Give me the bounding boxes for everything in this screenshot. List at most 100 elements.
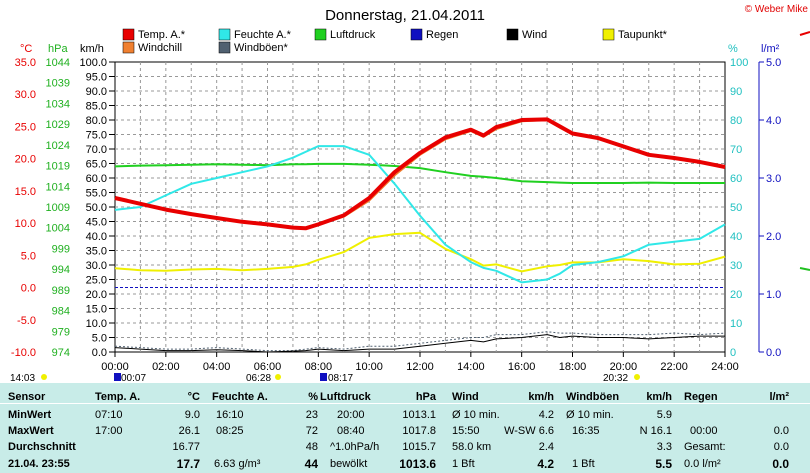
row-current-gust-val: 5.5 [655, 457, 672, 471]
row-min-temp-time: 07:10 [95, 409, 123, 421]
series-line-feuchte-a [114, 145, 726, 284]
right-edge-red-mark [799, 31, 810, 36]
row-min-temp-val: 9.0 [184, 409, 200, 421]
humidity-tick-label: 10 [730, 318, 742, 330]
chart-title: Donnerstag, 21.04.2011 [325, 7, 485, 24]
wind-tick-label: 60.0 [86, 173, 107, 185]
header-wind: Wind [452, 391, 479, 403]
temp-tick-label: 5.0 [21, 250, 36, 262]
pressure-unit-label: hPa [48, 43, 68, 55]
temp-tick-label: 0.0 [21, 283, 36, 295]
time-tick-label: 04:00 [203, 361, 231, 373]
wind-tick-label: 95.0 [86, 72, 107, 84]
row-min-gust-time: Ø 10 min. [566, 409, 614, 421]
row-current-gust-time: 1 Bft [572, 458, 595, 470]
header-pressure-unit: hPa [415, 391, 436, 403]
temp-tick-label: 30.0 [15, 89, 36, 101]
row-min-press-time: 20:00 [337, 409, 365, 421]
row-avg-rain-val: 0.0 [773, 441, 789, 453]
pressure-tick-label: 1024 [46, 140, 70, 152]
row-avg-press-val: 1015.7 [402, 441, 436, 453]
rain-tick-label: 4.0 [766, 115, 781, 127]
wind-tick-label: 35.0 [86, 246, 107, 258]
data-series [114, 117, 726, 353]
temp-unit-label: °C [20, 43, 32, 55]
wind-tick-label: 5.0 [92, 333, 107, 345]
row-avg-temp-val: 16.77 [172, 441, 200, 453]
pressure-tick-label: 1029 [46, 119, 70, 131]
time-tick-label: 10:00 [355, 361, 383, 373]
humidity-tick-label: 80 [730, 115, 742, 127]
rain-tick-label: 3.0 [766, 173, 781, 185]
legend-label: Taupunkt* [618, 29, 668, 41]
grid [115, 62, 725, 352]
wind-tick-label: 30.0 [86, 260, 107, 272]
wind-tick-label: 0.0 [92, 347, 107, 359]
time-tick-label: 00:00 [101, 361, 129, 373]
header-temp: Temp. A. [95, 391, 141, 403]
header-humidity-unit: % [308, 391, 318, 403]
wind-tick-label: 25.0 [86, 275, 107, 287]
row-current-press-time: bewölkt [330, 458, 368, 470]
wind-tick-label: 15.0 [86, 304, 107, 316]
pressure-tick-label: 1019 [46, 161, 70, 173]
row-max-rain-time: 00:00 [690, 425, 718, 437]
pressure-tick-label: 1044 [46, 57, 70, 69]
wind-tick-label: 45.0 [86, 217, 107, 229]
legend-swatch [602, 28, 615, 41]
header-wind-unit: km/h [528, 391, 554, 403]
temp-tick-label: -10.0 [11, 347, 36, 359]
wind-tick-label: 70.0 [86, 144, 107, 156]
rain-tick-label: 2.0 [766, 231, 781, 243]
series-line-taupunkt [114, 231, 726, 273]
temp-tick-label: -5.0 [17, 315, 36, 327]
row-avg-press-time: ^1.0hPa/h [330, 441, 380, 453]
series-line-wind [114, 334, 725, 353]
time-tick-label: 08:00 [305, 361, 333, 373]
legend-label: Wind [522, 29, 547, 41]
row-avg-hum-val: 48 [305, 441, 318, 453]
legend-label: Temp. A.* [138, 29, 186, 41]
humidity-tick-label: 30 [730, 260, 742, 272]
row-current-rain-val: 0.0 [772, 457, 789, 471]
legend-swatch [218, 41, 231, 54]
time-tick-label: 06:00 [254, 361, 282, 373]
wind-tick-label: 75.0 [86, 130, 107, 142]
time-tick-label: 18:00 [559, 361, 587, 373]
row-max-wind-time: 15:50 [452, 425, 480, 437]
humidity-tick-label: 40 [730, 231, 742, 243]
row-min-gust-val: 5.9 [656, 409, 672, 421]
temp-tick-label: 20.0 [15, 154, 36, 166]
rain-tick-label: 1.0 [766, 289, 781, 301]
humidity-unit-label: % [728, 43, 738, 55]
row-current-rain-time: 0.0 l/m² [684, 458, 721, 470]
time-tick-label: 20:00 [610, 361, 638, 373]
legend: Temp. A.* Feuchte A.* Luftdruck Regen Wind Ta… [122, 28, 668, 54]
pressure-tick-label: 989 [52, 285, 70, 297]
temp-tick-label: 25.0 [15, 121, 36, 133]
wind-tick-label: 50.0 [86, 202, 107, 214]
copyright-label: © Weber Mike [745, 4, 809, 15]
row-max-hum-val: 72 [305, 425, 318, 437]
series-line-temp-a [114, 117, 726, 231]
sun-marker-left [41, 374, 47, 380]
header-humidity: Feuchte A. [212, 391, 268, 403]
series-line-luftdruck [114, 162, 725, 184]
row-max-press-time: 08:40 [337, 425, 365, 437]
rain-tick-label: 0.0 [766, 347, 781, 359]
wind-tick-label: 10.0 [86, 318, 107, 330]
time-tick-label: 02:00 [152, 361, 180, 373]
legend-swatch [314, 28, 327, 41]
humidity-tick-label: 60 [730, 173, 742, 185]
humidity-tick-label: 20 [730, 289, 742, 301]
sun-marker-sunrise [275, 374, 281, 380]
row-current-hum-time: 6.63 g/m³ [214, 458, 261, 470]
row-avg-wind-val: 2.4 [538, 441, 554, 453]
wind-tick-label: 20.0 [86, 289, 107, 301]
wind-tick-label: 65.0 [86, 159, 107, 171]
legend-swatch [122, 28, 135, 41]
legend-label: Regen [426, 29, 458, 41]
series-line-windb-en [114, 331, 726, 352]
row-min-press-val: 1013.1 [402, 409, 436, 421]
legend-label: Feuchte A.* [234, 29, 292, 41]
